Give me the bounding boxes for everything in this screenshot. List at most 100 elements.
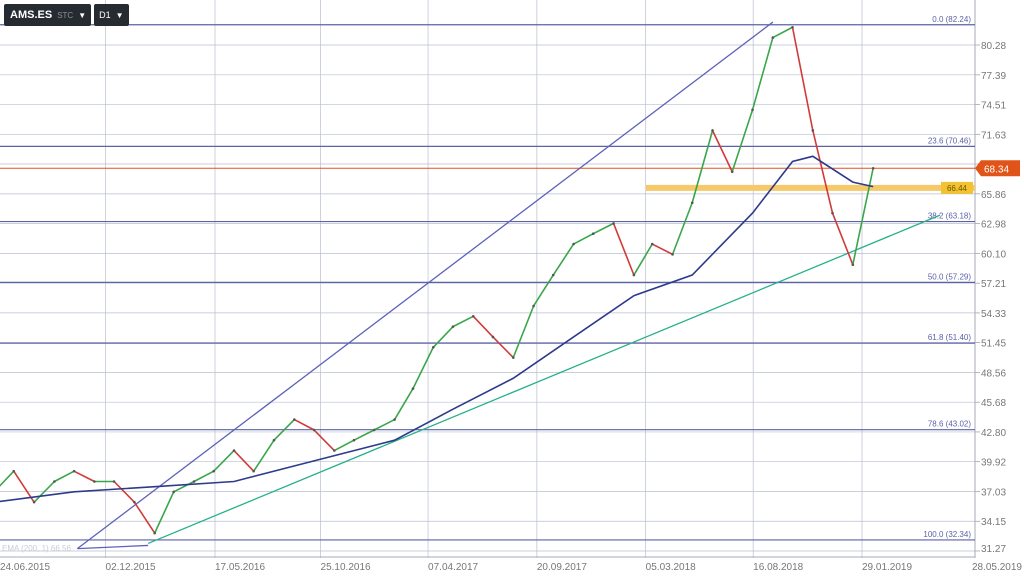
price-point: [791, 25, 794, 29]
y-tick-label: 51.45: [981, 339, 1006, 350]
price-segment: [153, 491, 175, 534]
fib-level-label: 100.0 (32.34): [923, 530, 971, 539]
y-tick-label: 77.39: [981, 71, 1006, 82]
symbol-selector[interactable]: AMS.ES STC ▼: [4, 4, 92, 26]
price-point: [451, 325, 455, 328]
y-tick-label: 57.21: [981, 279, 1006, 290]
channel-trendline: [76, 21, 774, 550]
price-segment: [791, 27, 814, 131]
y-tick-label: 48.56: [981, 368, 1006, 379]
price-point: [831, 211, 834, 215]
chart-toolbar: AMS.ES STC ▼ D1 ▼: [4, 4, 129, 26]
price-point: [53, 480, 56, 483]
price-segment: [373, 418, 395, 431]
price-point: [133, 500, 136, 504]
price-point: [671, 253, 674, 256]
price-segment: [33, 480, 55, 503]
price-point: [871, 166, 875, 170]
price-point: [572, 242, 575, 246]
price-point: [72, 469, 76, 473]
y-tick-label: 37.03: [981, 488, 1006, 499]
price-point: [431, 345, 435, 349]
price-point: [532, 304, 535, 308]
indicator-label: EMA (200, 1) 66.56: [2, 544, 71, 553]
fib-level-label: 23.6 (70.46): [928, 136, 971, 145]
y-tick-label: 34.15: [981, 517, 1006, 528]
price-point: [393, 418, 396, 421]
y-tick-label: 71.63: [981, 130, 1006, 141]
price-segment: [512, 305, 535, 358]
price-point: [471, 315, 475, 318]
price-segment: [393, 388, 414, 420]
y-tick-label: 65.86: [981, 190, 1006, 201]
timeframe-selector[interactable]: D1 ▼: [94, 4, 129, 26]
y-tick-label: 74.51: [981, 101, 1006, 112]
price-point: [293, 418, 296, 421]
x-tick-label: 02.12.2015: [106, 562, 156, 573]
price-segment: [412, 346, 435, 389]
price-segment: [651, 243, 673, 256]
price-point: [212, 469, 215, 473]
price-point: [811, 129, 815, 132]
symbol-label: AMS.ES: [10, 9, 53, 21]
price-segment: [54, 470, 75, 483]
zone-label-bg: [941, 181, 973, 194]
y-tick-label: 45.68: [981, 398, 1006, 409]
price-segment: [133, 501, 156, 534]
price-point: [591, 232, 595, 236]
y-tick-label: 39.92: [981, 458, 1006, 469]
price-segment: [253, 439, 275, 472]
price-segment: [691, 130, 714, 203]
zone-label: 66.44: [947, 184, 968, 193]
price-segment: [492, 336, 514, 359]
symbol-type: STC: [57, 10, 74, 20]
price-point: [232, 449, 236, 452]
x-tick-label: 07.04.2017: [428, 562, 478, 573]
price-segment: [233, 449, 255, 472]
price-segment: [0, 470, 15, 487]
price-point: [751, 108, 754, 112]
x-tick-label: 16.08.2018: [753, 562, 803, 573]
x-tick-label: 24.06.2015: [0, 562, 50, 573]
x-tick-label: 20.09.2017: [537, 562, 587, 573]
price-segment: [852, 168, 874, 265]
price-point: [690, 201, 694, 205]
price-segment: [73, 470, 95, 483]
price-point: [851, 263, 855, 266]
x-tick-label: 25.10.2016: [321, 562, 371, 573]
channel-base-line: [77, 544, 149, 550]
price-point: [32, 500, 36, 504]
price-point: [730, 170, 734, 174]
price-point: [411, 387, 415, 390]
price-segment: [472, 315, 494, 338]
price-segment: [731, 109, 754, 173]
price-segment: [273, 418, 295, 441]
price-point: [771, 36, 775, 39]
price-point: [93, 480, 96, 483]
timeframe-label: D1: [99, 10, 111, 20]
current-price-tag: [975, 160, 1020, 177]
price-point: [312, 428, 316, 432]
y-tick-label: 54.33: [981, 309, 1006, 320]
x-tick-label: 05.03.2018: [646, 562, 696, 573]
x-tick-label: 29.01.2019: [862, 562, 912, 573]
price-segment: [633, 243, 653, 276]
price-point: [272, 438, 276, 442]
price-point: [612, 222, 615, 225]
y-tick-label: 62.98: [981, 220, 1006, 231]
price-point: [12, 469, 16, 473]
price-segment: [532, 274, 554, 307]
fib-level-label: 78.6 (43.02): [928, 420, 971, 429]
price-segment: [452, 315, 474, 328]
price-point: [352, 438, 356, 442]
price-segment: [113, 480, 135, 503]
fib-level-label: 0.0 (82.24): [932, 15, 971, 24]
price-segment: [751, 37, 774, 111]
price-segment: [313, 429, 335, 452]
price-point: [192, 480, 196, 483]
chevron-down-icon: ▼: [115, 10, 124, 20]
price-segment: [812, 130, 834, 214]
y-tick-label: 60.10: [981, 249, 1006, 260]
x-tick-label: 28.05.2019: [972, 562, 1022, 573]
